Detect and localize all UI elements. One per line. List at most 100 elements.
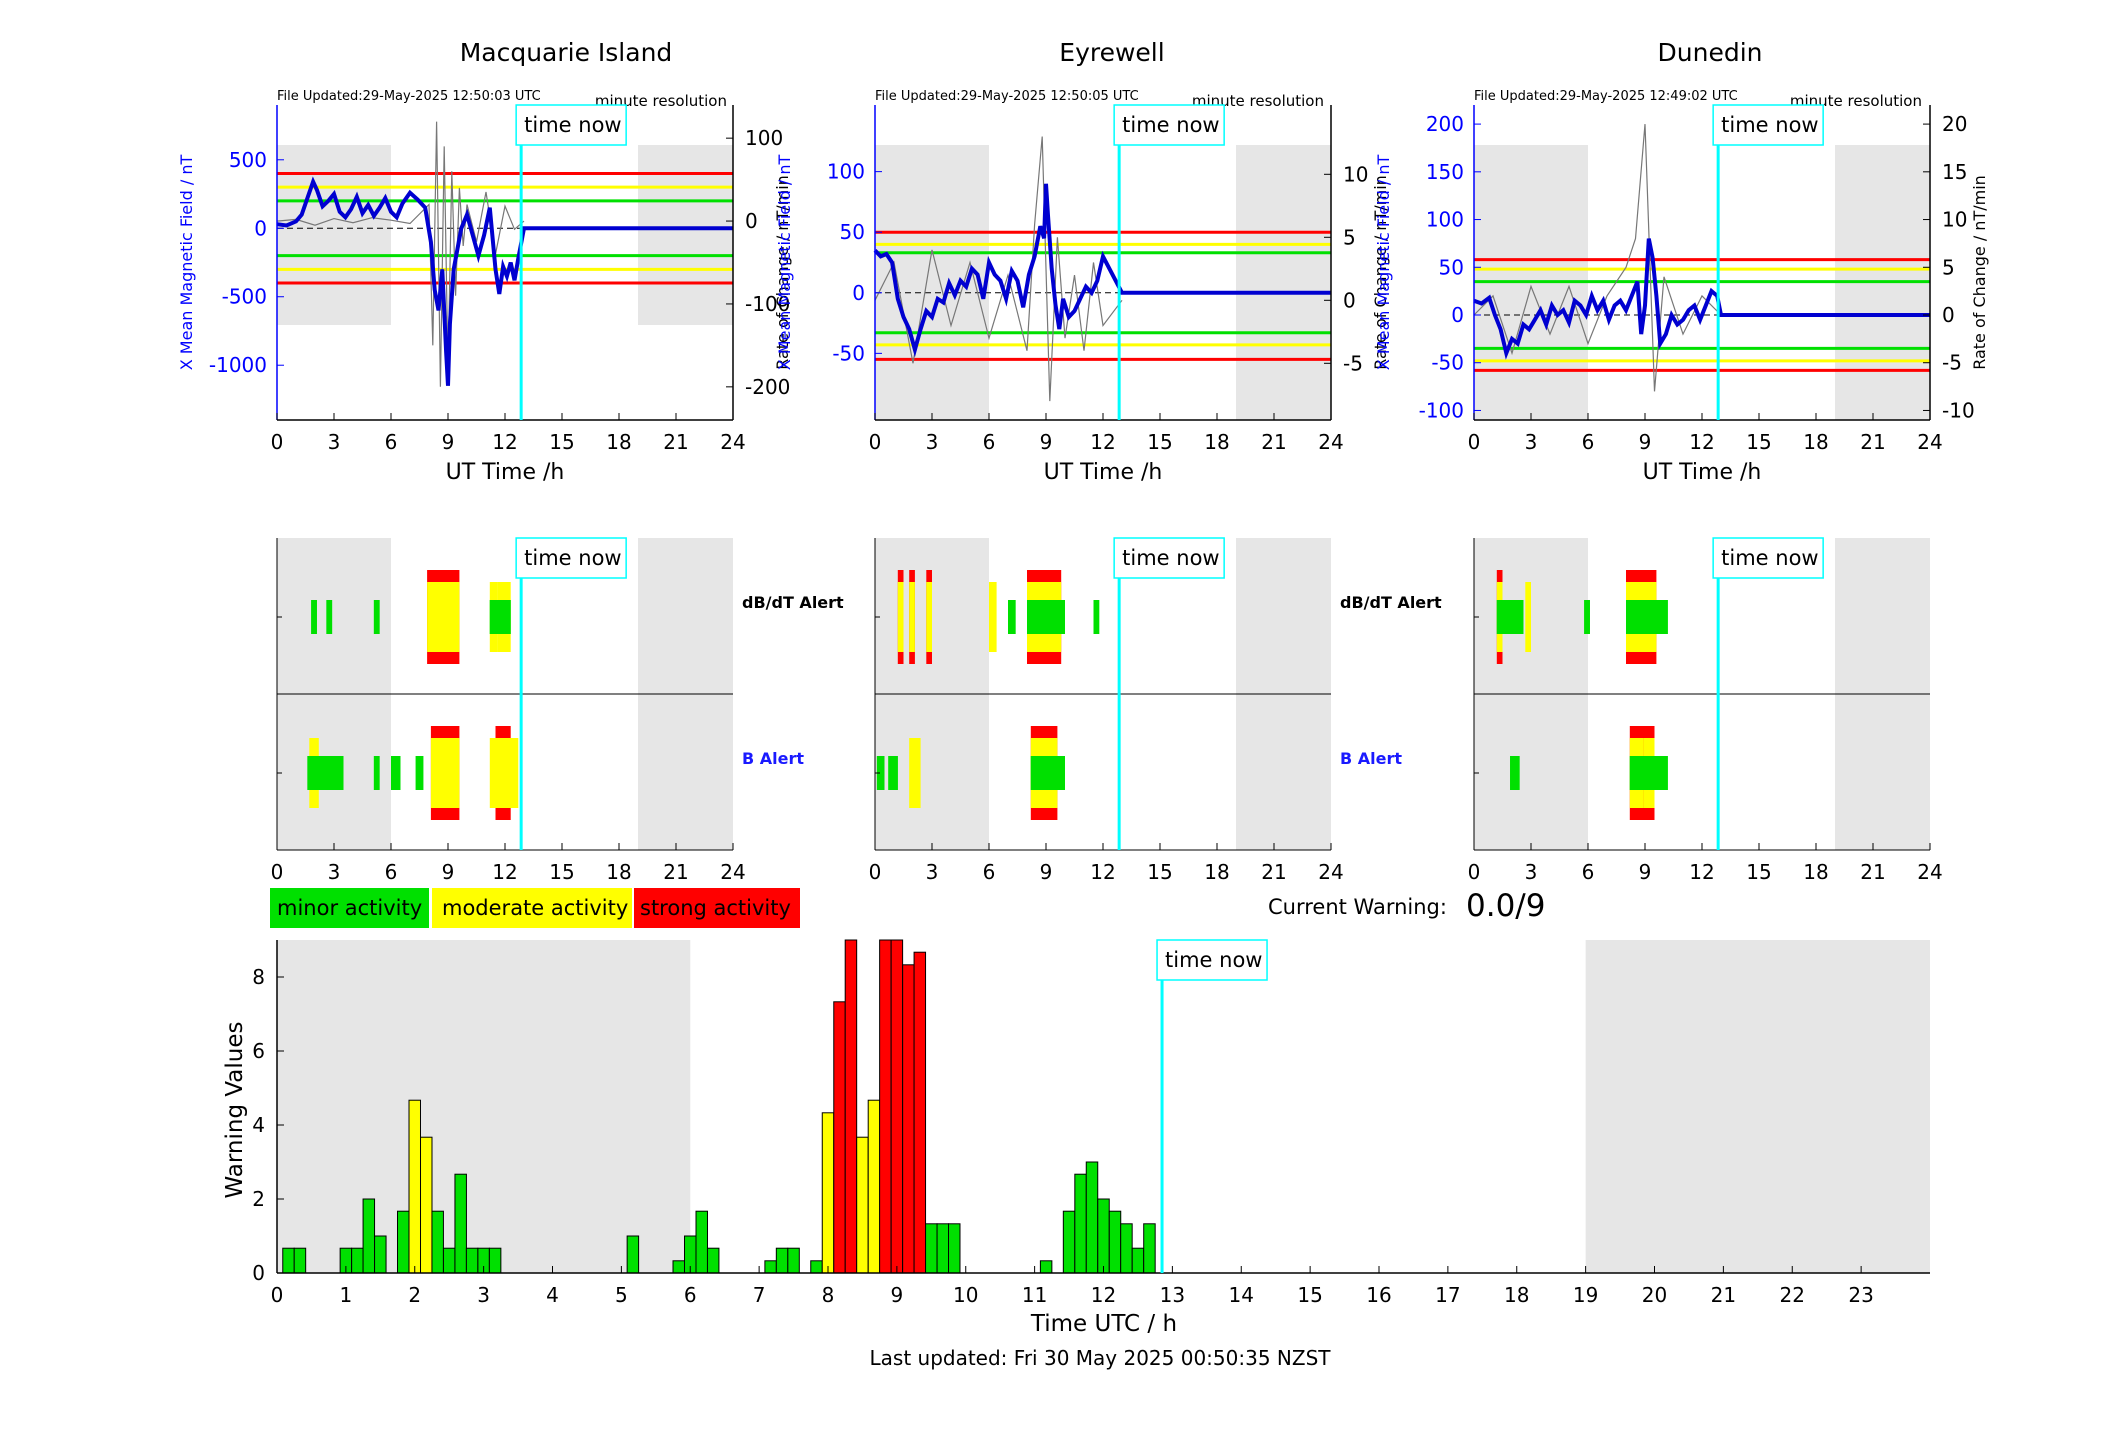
left-axis-label: X Mean Magnetic Field / nT xyxy=(1374,155,1393,371)
warning-bar xyxy=(397,1210,410,1274)
x-tick-label: 20 xyxy=(1642,1283,1667,1307)
alert-block-minor xyxy=(1093,600,1100,634)
x-tick-label: 15 xyxy=(1147,860,1172,884)
time-now-label: time now xyxy=(1122,546,1219,570)
alert-block-minor xyxy=(1584,600,1590,634)
right-tick-label: 0 xyxy=(745,209,758,233)
warning-bar xyxy=(1097,1198,1110,1274)
alert-block-minor xyxy=(1008,600,1016,634)
x-tick-label: 5 xyxy=(615,1283,628,1307)
left-tick-label: -100 xyxy=(1419,398,1464,422)
x-tick-label: 18 xyxy=(606,430,631,454)
x-tick-label: 24 xyxy=(1318,430,1343,454)
warning-bar xyxy=(775,1247,789,1274)
x-tick-label: 15 xyxy=(1147,430,1172,454)
time-now-box xyxy=(1712,104,1824,146)
right-axis-label: Rate of Change / nT/min xyxy=(1371,175,1390,370)
right-tick-label: -5 xyxy=(1942,351,1962,375)
x-tick-label: 11 xyxy=(1022,1283,1047,1307)
x-tick-label: 9 xyxy=(1639,430,1652,454)
x-tick-label: 0 xyxy=(1468,860,1481,884)
x-tick-label: 6 xyxy=(385,430,398,454)
time-now-box xyxy=(1156,939,1268,981)
left-tick-label: 0 xyxy=(254,216,267,240)
alert-block-moderate xyxy=(427,582,460,652)
last-updated-footer: Last updated: Fri 30 May 2025 00:50:35 N… xyxy=(870,1346,1332,1370)
rate-of-change-series xyxy=(276,121,525,387)
file-updated-dunedin: File Updated:29-May-2025 12:49:02 UTC xyxy=(1474,89,1738,104)
night-shading xyxy=(277,940,691,1273)
x-tick-label: 15 xyxy=(549,860,574,884)
x-tick-label: 13 xyxy=(1160,1283,1185,1307)
warning-bar xyxy=(925,1223,938,1274)
warning-bar xyxy=(442,1247,456,1274)
x-tick-label: 3 xyxy=(477,1283,490,1307)
legend-moderate-swatch xyxy=(432,888,632,928)
x-axis-label: UT Time /h xyxy=(1643,460,1762,485)
left-tick-label: -50 xyxy=(832,341,865,365)
alert-block-minor xyxy=(1626,600,1668,634)
x-tick-label: 6 xyxy=(1582,430,1595,454)
x-tick-label: 3 xyxy=(328,860,341,884)
left-tick-label: 150 xyxy=(1426,160,1464,184)
x-tick-label: 3 xyxy=(1525,430,1538,454)
legend-moderate-label: moderate activity xyxy=(442,896,628,920)
station-title-eyrewell: Eyrewell xyxy=(1059,38,1164,67)
y-tick-label: 6 xyxy=(252,1039,265,1063)
x-tick-label: 0 xyxy=(271,430,284,454)
time-now-label: time now xyxy=(524,546,621,570)
night-shading xyxy=(277,145,391,325)
alert-block-moderate xyxy=(989,582,997,652)
warning-bar xyxy=(374,1235,387,1274)
x-tick-label: 21 xyxy=(663,430,688,454)
x-tick-label: 9 xyxy=(891,1283,904,1307)
alert-block-minor xyxy=(326,600,333,634)
left-tick-label: 0 xyxy=(852,281,865,305)
alert-block-minor xyxy=(415,756,424,790)
alerts-dunedin: 0 3 6 9 12 15 18 21 24 time now xyxy=(1468,537,1943,884)
warning-bar xyxy=(420,1136,433,1274)
x-tick-label: 16 xyxy=(1366,1283,1391,1307)
x-tick-label: 6 xyxy=(983,430,996,454)
warning-bar xyxy=(764,1260,777,1274)
x-tick-label: 12 xyxy=(1090,430,1115,454)
rate-of-change-series xyxy=(874,136,1123,402)
right-tick-label: 15 xyxy=(1942,160,1967,184)
x-tick-label: 15 xyxy=(1297,1283,1322,1307)
warning-bar xyxy=(362,1198,376,1274)
x-tick-label: 12 xyxy=(1689,430,1714,454)
x-tick-label: 0 xyxy=(271,1283,284,1307)
warning-bar xyxy=(1085,1161,1099,1274)
time-now-label: time now xyxy=(524,113,621,137)
right-tick-label: 5 xyxy=(1942,255,1955,279)
alert-block-minor xyxy=(1510,756,1520,790)
warning-bar xyxy=(821,1112,835,1274)
x-tick-label: 3 xyxy=(1525,860,1538,884)
night-shading xyxy=(1236,145,1331,420)
legend-strong-label: strong activity xyxy=(640,896,791,920)
alert-block-minor xyxy=(489,600,511,634)
x-tick-label: 23 xyxy=(1848,1283,1873,1307)
alert-block-minor xyxy=(1030,756,1065,790)
warning-bar xyxy=(867,1099,881,1274)
x-tick-label: 24 xyxy=(720,860,745,884)
time-now-box xyxy=(1712,537,1824,579)
warning-bar xyxy=(672,1260,685,1274)
file-updated-macquarie: File Updated:29-May-2025 12:50:03 UTC xyxy=(277,89,541,104)
warning-bar xyxy=(465,1247,479,1274)
x-tick-label: 12 xyxy=(1091,1283,1116,1307)
warning-bar xyxy=(856,1136,869,1274)
x-tick-label: 9 xyxy=(1040,860,1053,884)
x-tick-label: 15 xyxy=(549,430,574,454)
warning-bar xyxy=(626,1235,640,1274)
y-tick-label: 4 xyxy=(252,1113,265,1137)
x-tick-label: 6 xyxy=(385,860,398,884)
right-axis-label: Rate of Change / nT/min xyxy=(1970,175,1989,370)
x-tick-label: 6 xyxy=(983,860,996,884)
x-tick-label: 24 xyxy=(1318,860,1343,884)
time-now-label: time now xyxy=(1721,113,1818,137)
warning-bar xyxy=(1108,1210,1122,1274)
